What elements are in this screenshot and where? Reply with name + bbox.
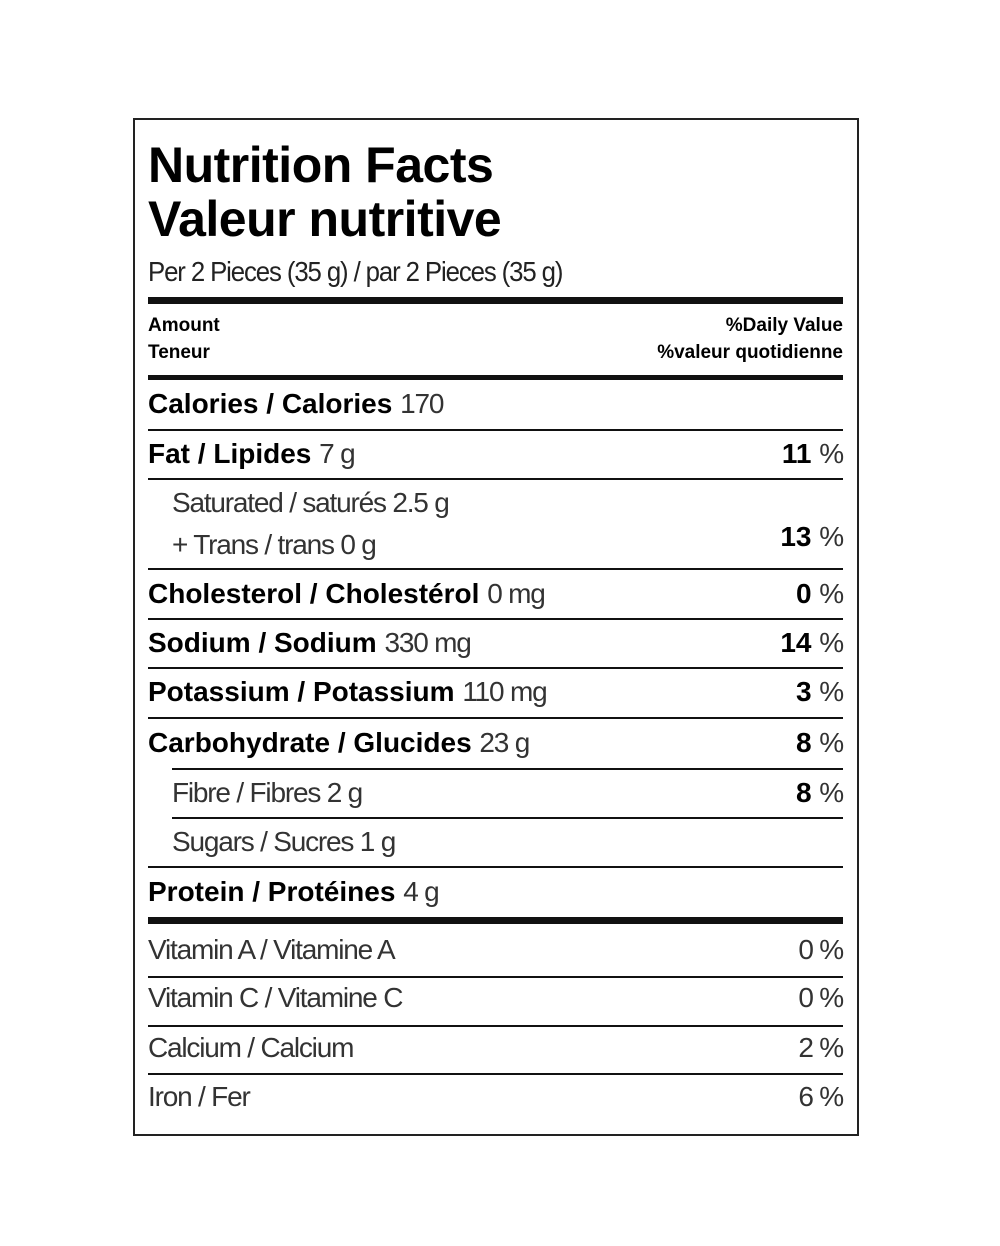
daily-value: 14 bbox=[780, 627, 812, 658]
percent-unit: % bbox=[819, 521, 844, 552]
vitamin-label: Vitamin A / Vitamine A bbox=[148, 934, 396, 965]
nutrient-label: Saturated / saturés 2.5 g bbox=[172, 487, 450, 518]
vitamin-label: Calcium / Calcium bbox=[148, 1032, 354, 1063]
fat-row: Fat / Lipides 7 g 11 % bbox=[148, 437, 844, 471]
nutrient-label: Potassium / Potassium bbox=[148, 676, 455, 707]
daily-value: 11 bbox=[781, 438, 812, 469]
medium-divider bbox=[148, 375, 843, 380]
saturated-row: Saturated / saturés 2.5 g bbox=[148, 486, 843, 520]
divider bbox=[172, 817, 843, 819]
vitamin-label: Vitamin C / Vitamine C bbox=[148, 982, 403, 1013]
nutrient-label: Cholesterol / Cholestérol bbox=[148, 578, 480, 609]
protein-row: Protein / Protéines 4 g bbox=[148, 875, 843, 909]
title-french: Valeur nutritive bbox=[148, 191, 502, 247]
nutrient-value: 4 g bbox=[403, 876, 440, 907]
nutrient-label: Sugars / Sucres 1 g bbox=[172, 826, 396, 857]
nutrient-label: Fibre / Fibres 2 g bbox=[172, 777, 363, 808]
daily-value-label-fr: %valeur quotidienne bbox=[657, 342, 843, 363]
sugars-row: Sugars / Sucres 1 g bbox=[148, 825, 843, 859]
trans-row: + Trans / trans 0 g 13 % bbox=[148, 521, 844, 562]
daily-value: 2 % bbox=[798, 1032, 844, 1063]
serving-size: Per 2 Pieces (35 g) / par 2 Pieces (35 g… bbox=[148, 256, 563, 287]
amount-label: Amount bbox=[148, 315, 220, 336]
percent-unit: % bbox=[819, 676, 844, 707]
title-english: Nutrition Facts bbox=[148, 137, 494, 193]
calories-row: Calories / Calories 170 bbox=[148, 387, 843, 421]
daily-value-header: %Daily Value %valeur quotidienne bbox=[657, 312, 843, 366]
sodium-row: Sodium / Sodium 330 mg 14 % bbox=[148, 626, 844, 660]
fibre-row: Fibre / Fibres 2 g 8 % bbox=[148, 776, 844, 810]
nutrient-value: 110 mg bbox=[462, 676, 547, 707]
percent-unit: % bbox=[819, 777, 844, 808]
divider bbox=[148, 667, 843, 669]
daily-value: 3 bbox=[795, 676, 812, 707]
divider bbox=[148, 1025, 843, 1027]
nutrient-label: + Trans / trans 0 g bbox=[172, 529, 377, 560]
percent-unit: % bbox=[819, 438, 844, 469]
thick-divider bbox=[148, 917, 843, 924]
nutrient-label: Carbohydrate / Glucides bbox=[148, 727, 472, 758]
nutrient-value: 0 mg bbox=[487, 578, 546, 609]
amount-label-fr: Teneur bbox=[148, 342, 210, 363]
nutrient-value: 23 g bbox=[479, 727, 530, 758]
divider bbox=[148, 976, 843, 978]
vitamin-c-row: Vitamin C / Vitamine C 0 % bbox=[148, 981, 844, 1015]
divider bbox=[148, 568, 843, 570]
calories-label: Calories / Calories bbox=[148, 388, 393, 419]
carbohydrate-row: Carbohydrate / Glucides 23 g 8 % bbox=[148, 726, 844, 760]
daily-value: 13 bbox=[780, 521, 812, 552]
daily-value: 0 % bbox=[798, 982, 844, 1013]
vitamin-label: Iron / Fer bbox=[148, 1081, 251, 1112]
percent-unit: % bbox=[819, 627, 844, 658]
daily-value-label: %Daily Value bbox=[725, 315, 843, 336]
nutrient-value: 330 mg bbox=[384, 627, 471, 658]
divider bbox=[148, 866, 843, 868]
percent-unit: % bbox=[819, 578, 844, 609]
calories-value: 170 bbox=[400, 388, 444, 419]
cholesterol-row: Cholesterol / Cholestérol 0 mg 0 % bbox=[148, 577, 844, 611]
daily-value: 6 % bbox=[798, 1081, 844, 1112]
divider bbox=[148, 429, 843, 431]
divider bbox=[172, 768, 843, 770]
iron-row: Iron / Fer 6 % bbox=[148, 1080, 844, 1114]
nutrient-label: Protein / Protéines bbox=[148, 876, 396, 907]
percent-unit: % bbox=[819, 727, 844, 758]
thick-divider bbox=[148, 297, 843, 304]
daily-value: 8 bbox=[795, 777, 812, 808]
daily-value: 8 bbox=[795, 727, 812, 758]
nutrition-label-frame bbox=[133, 118, 859, 1136]
daily-value: 0 bbox=[795, 578, 812, 609]
nutrient-value: 7 g bbox=[319, 438, 356, 469]
calcium-row: Calcium / Calcium 2 % bbox=[148, 1031, 844, 1065]
nutrient-label: Fat / Lipides bbox=[148, 438, 312, 469]
vitamin-a-row: Vitamin A / Vitamine A 0 % bbox=[148, 933, 844, 967]
nutrient-label: Sodium / Sodium bbox=[148, 627, 377, 658]
divider bbox=[148, 618, 843, 620]
column-header: Amount Teneur %Daily Value %valeur quoti… bbox=[148, 312, 843, 366]
daily-value: 0 % bbox=[798, 934, 844, 965]
divider bbox=[148, 478, 843, 480]
divider bbox=[148, 717, 843, 719]
divider bbox=[148, 1073, 843, 1075]
potassium-row: Potassium / Potassium 110 mg 3 % bbox=[148, 675, 844, 709]
